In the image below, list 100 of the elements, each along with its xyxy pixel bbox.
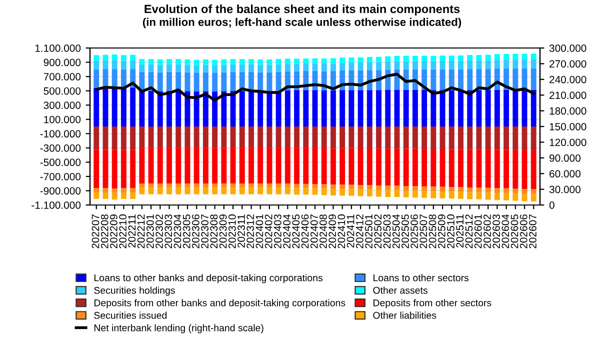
x-tick-label: 202306	[192, 214, 200, 248]
x-tick-label: 202304	[174, 214, 182, 248]
x-tick-label: 202511	[456, 214, 464, 248]
chart-subtitle: (in million euros; left-hand scale unless otherwise indicated)	[142, 18, 462, 28]
bar	[366, 62, 372, 70]
bar	[422, 56, 428, 62]
bar	[94, 88, 100, 126]
bar	[530, 150, 536, 190]
bar	[422, 186, 428, 192]
bar	[412, 126, 418, 149]
bar	[148, 64, 154, 72]
bar	[504, 60, 510, 68]
x-tick-label: 202302	[156, 214, 163, 248]
bar	[248, 90, 254, 126]
x-tick-label: 202512	[465, 214, 473, 248]
bar	[340, 189, 346, 196]
bar	[157, 91, 163, 126]
bar	[530, 68, 536, 90]
bar	[504, 193, 510, 200]
bar	[358, 148, 364, 186]
x-tick-label: 202502	[374, 214, 382, 248]
y2-tick-label: 0	[549, 202, 554, 209]
bar	[112, 69, 118, 88]
bar	[94, 69, 100, 88]
bar	[430, 148, 436, 187]
bar	[184, 59, 190, 65]
bar	[157, 184, 163, 188]
bar	[94, 150, 100, 188]
x-tick-label: 202407	[310, 214, 318, 248]
bar	[130, 192, 136, 199]
bar	[476, 149, 482, 188]
bar	[258, 126, 264, 148]
bar	[412, 90, 418, 126]
bar	[120, 55, 126, 61]
bar	[102, 192, 108, 199]
bar	[139, 148, 145, 184]
bar	[176, 59, 182, 64]
bar	[148, 148, 154, 184]
bar	[467, 192, 473, 200]
y-tick-label: -700.000	[40, 172, 81, 180]
bar	[266, 91, 272, 126]
bar	[340, 62, 346, 70]
x-tick-label: 202404	[283, 214, 290, 248]
bar	[176, 188, 182, 194]
bar	[430, 56, 436, 62]
legend-label: Net interbank lending (right-hand scale)	[94, 324, 264, 334]
bar	[430, 90, 436, 126]
bar	[166, 188, 172, 194]
bar	[284, 90, 290, 126]
y-tick-label: 300.000	[44, 102, 81, 109]
bar	[403, 61, 409, 70]
x-tick-label: 202212	[137, 214, 145, 248]
bar	[512, 126, 518, 150]
bar	[403, 186, 409, 191]
bar	[385, 186, 391, 190]
y2-tick-label: 180.000	[550, 107, 586, 115]
x-tick-label: 202408	[320, 214, 327, 248]
bar	[458, 69, 464, 90]
bar	[403, 56, 409, 62]
bar	[184, 64, 190, 72]
bar	[321, 184, 327, 189]
bar	[284, 188, 290, 194]
y2-tick-label: 30.000	[549, 186, 580, 194]
bar	[376, 190, 382, 197]
bar	[166, 64, 172, 72]
x-tick-label: 202305	[182, 214, 190, 248]
bar	[448, 90, 454, 126]
bar	[330, 184, 336, 190]
bar	[157, 64, 163, 72]
bar	[266, 126, 272, 148]
bar	[102, 60, 108, 70]
bar	[120, 88, 126, 126]
x-tick-label: 202303	[164, 214, 172, 248]
bar	[376, 56, 382, 62]
bar	[139, 126, 145, 148]
y2-tick-label: 300.000	[549, 44, 586, 52]
bar	[448, 192, 454, 199]
bar	[430, 191, 436, 198]
bar	[512, 54, 518, 60]
bar	[494, 150, 500, 188]
bar	[512, 68, 518, 90]
bar	[194, 72, 200, 92]
bar	[148, 188, 154, 194]
bar	[522, 54, 528, 60]
bar	[440, 186, 446, 192]
bar	[430, 69, 436, 90]
y-tick-label: -500.000	[40, 158, 81, 166]
legend-label: Loans to other banks and deposit-taking corporations	[94, 274, 322, 284]
bar	[239, 188, 245, 194]
x-tick-label: 202401	[256, 214, 264, 248]
bar	[330, 148, 336, 185]
bar	[303, 188, 309, 195]
bar	[276, 188, 282, 194]
bar	[120, 126, 126, 150]
bar	[394, 186, 400, 190]
y-tick-label: 100.000	[44, 116, 81, 124]
bar	[348, 57, 354, 63]
legend-label: Deposits from other sectors	[374, 299, 492, 308]
bar	[176, 64, 182, 72]
bar	[266, 184, 272, 188]
